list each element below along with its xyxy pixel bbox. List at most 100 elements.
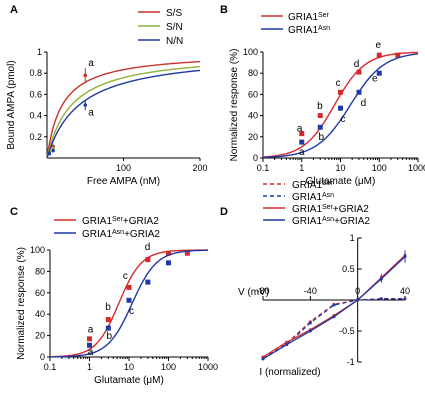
panel-c-y-tick-label: 80 — [35, 266, 45, 276]
panel-d-point — [332, 315, 336, 319]
panel-a-annotation: a — [88, 58, 94, 69]
panel-b-y-tick-label: 60 — [248, 89, 258, 99]
panel-a-point — [47, 151, 52, 156]
panel-b-point — [356, 89, 362, 95]
panel-c-point — [126, 297, 132, 303]
panel-a: A 0.2 0.4 0.6 0.8 1 100 200 Free AMPA (nM) Bound … — [6, 4, 208, 187]
panel-b-annotation: c — [341, 114, 346, 125]
panel-b-annotation: d — [361, 98, 367, 109]
panel-c-x-label: Glutamate (μM) — [94, 375, 164, 386]
panel-c-point — [166, 250, 171, 256]
panel-c-point — [105, 325, 111, 331]
panel-c-point — [145, 279, 151, 285]
panel-c-annotation: a — [88, 347, 94, 358]
panel-d-point — [285, 343, 289, 347]
panel-c-y-tick-label: 20 — [35, 331, 45, 341]
panel-d-point — [403, 297, 407, 301]
panel-c-x-tick-label: 0.1 — [44, 362, 57, 372]
panel-b-annotation: b — [317, 101, 323, 112]
panel-d-y-tick-label: -0.5 — [339, 326, 355, 336]
panel-d-point — [332, 303, 336, 307]
panel-c-letter: C — [10, 206, 18, 218]
panel-c-x-tick-label: 1 — [87, 362, 92, 372]
panel-a-y-tick-label: 1 — [37, 47, 42, 57]
panel-b-x-tick-label: 0.1 — [257, 163, 270, 173]
panel-a-y-label: Bound AMPA (pmol) — [6, 60, 17, 149]
panel-b-y-tick-label: 100 — [243, 47, 258, 57]
panel-d-x-tick-label: 0 — [355, 286, 360, 296]
panel-d-point — [285, 340, 289, 344]
panel-b-annotation: b — [318, 132, 324, 143]
panel-b-y-label: Normalized response (%) — [229, 49, 240, 162]
panel-d-point — [379, 297, 383, 301]
panel-b-y-tick-label: 0 — [253, 153, 258, 163]
panel-a-legend-label: N/N — [166, 36, 183, 47]
panel-a-curve-0 — [46, 60, 201, 159]
panel-d-point — [356, 298, 360, 302]
panel-c-point — [105, 317, 111, 323]
panel-a-y-tick-label: 0.6 — [29, 89, 42, 99]
panel-c-x-tick-label: 1000 — [198, 362, 218, 372]
panel-c-legend-label: GRIA1Ser+GRIA2 — [82, 216, 159, 228]
panel-d-y-tick-label: 0.5 — [342, 264, 355, 274]
panel-b-y-tick-label: 20 — [248, 132, 258, 142]
panel-a-y-tick-label: 0.8 — [29, 68, 42, 78]
panel-b-x-tick-label: 100 — [372, 163, 387, 173]
panel-b-point — [376, 52, 382, 58]
panel-b-annotation: a — [297, 124, 303, 135]
panel-c-legend-label: GRIA1Asn+GRIA2 — [82, 229, 160, 241]
panel-c-point — [145, 257, 151, 263]
panel-b-point — [317, 113, 323, 119]
panel-d-x-label: I (normalized) — [259, 367, 320, 378]
panel-c-annotation: c — [129, 306, 134, 317]
panel-a-y-tick-label: 0.4 — [29, 111, 42, 121]
panel-c-annotation: d — [145, 242, 151, 253]
panel-c-curve-1 — [50, 249, 208, 358]
panel-d-x-tick-label: -40 — [304, 286, 317, 296]
panel-d-x-tick-label: -80 — [256, 286, 269, 296]
panel-b-point — [356, 69, 362, 75]
panel-a-y-tick-label: 0.2 — [29, 132, 42, 142]
panel-b-annotation: e — [372, 74, 378, 85]
panel-c-annotation: a — [88, 324, 94, 335]
panel-a-x-tick-label: 100 — [116, 163, 131, 173]
panel-b-letter: B — [220, 4, 228, 16]
panel-a-annotation: a — [88, 108, 94, 119]
panel-b-curve-0 — [262, 51, 419, 158]
panel-d-point — [261, 357, 265, 361]
panel-c-y-label: Normalized response (%) — [16, 247, 27, 360]
panel-b-y-tick-label: 40 — [248, 111, 258, 121]
panel-d-point — [379, 277, 383, 281]
panel-d-legend-label: GRIA1Asn+GRIA2 — [292, 216, 370, 228]
panel-b-x-tick-label: 10 — [335, 163, 345, 173]
panel-c-annotation: b — [105, 302, 111, 313]
panel-b-point — [299, 139, 305, 145]
panel-d-curve-1 — [262, 298, 405, 360]
panel-b-annotation: c — [336, 78, 341, 89]
panel-b-x-label: Glutamate (μM) — [306, 176, 376, 187]
panel-d-x-tick-label: 40 — [400, 286, 410, 296]
panel-d-y-label: V (mV) — [238, 287, 269, 298]
panel-a-point — [83, 73, 88, 78]
panel-b-curve-1 — [263, 53, 419, 159]
panel-d-y-tick-label: 1 — [350, 233, 355, 243]
panel-a-legend-label: S/N — [166, 22, 183, 33]
panel-c-x-tick-label: 10 — [124, 362, 134, 372]
panel-d-point — [308, 321, 312, 325]
panel-c-point — [166, 260, 171, 266]
panel-c-y-tick-label: 60 — [35, 288, 45, 298]
panel-b-point — [338, 105, 343, 111]
panel-b-point — [317, 124, 323, 130]
panel-c-y-tick-label: 0 — [40, 352, 45, 362]
panel-d-legend-label: GRIA1Asn — [292, 192, 334, 204]
panel-b-point — [376, 70, 382, 76]
panel-c: C 0 20 40 60 80 100 0.1 1 10 100 1000 Glutamate (μM)… — [10, 206, 218, 386]
panel-b-y-tick-label: 80 — [248, 68, 258, 78]
panel-c-annotation: b — [107, 331, 113, 342]
panel-b-point — [395, 52, 401, 58]
panel-c-point — [87, 342, 92, 348]
panel-a-point — [83, 103, 88, 107]
panel-c-y-tick-label: 100 — [30, 245, 45, 255]
panel-b-annotation: a — [299, 147, 305, 158]
